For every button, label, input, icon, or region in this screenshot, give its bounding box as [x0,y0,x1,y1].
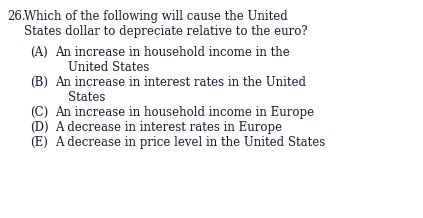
Text: An increase in household income in Europe: An increase in household income in Europ… [55,106,314,119]
Text: United States: United States [68,61,149,74]
Text: States: States [68,91,105,104]
Text: An increase in interest rates in the United: An increase in interest rates in the Uni… [55,76,306,89]
Text: An increase in household income in the: An increase in household income in the [55,46,290,59]
Text: 26.: 26. [7,10,26,23]
Text: (D): (D) [30,121,49,134]
Text: (E): (E) [30,136,48,149]
Text: States dollar to depreciate relative to the euro?: States dollar to depreciate relative to … [24,25,308,38]
Text: (B): (B) [30,76,48,89]
Text: (A): (A) [30,46,48,59]
Text: Which of the following will cause the United: Which of the following will cause the Un… [24,10,288,23]
Text: A decrease in price level in the United States: A decrease in price level in the United … [55,136,325,149]
Text: A decrease in interest rates in Europe: A decrease in interest rates in Europe [55,121,282,134]
Text: (C): (C) [30,106,48,119]
